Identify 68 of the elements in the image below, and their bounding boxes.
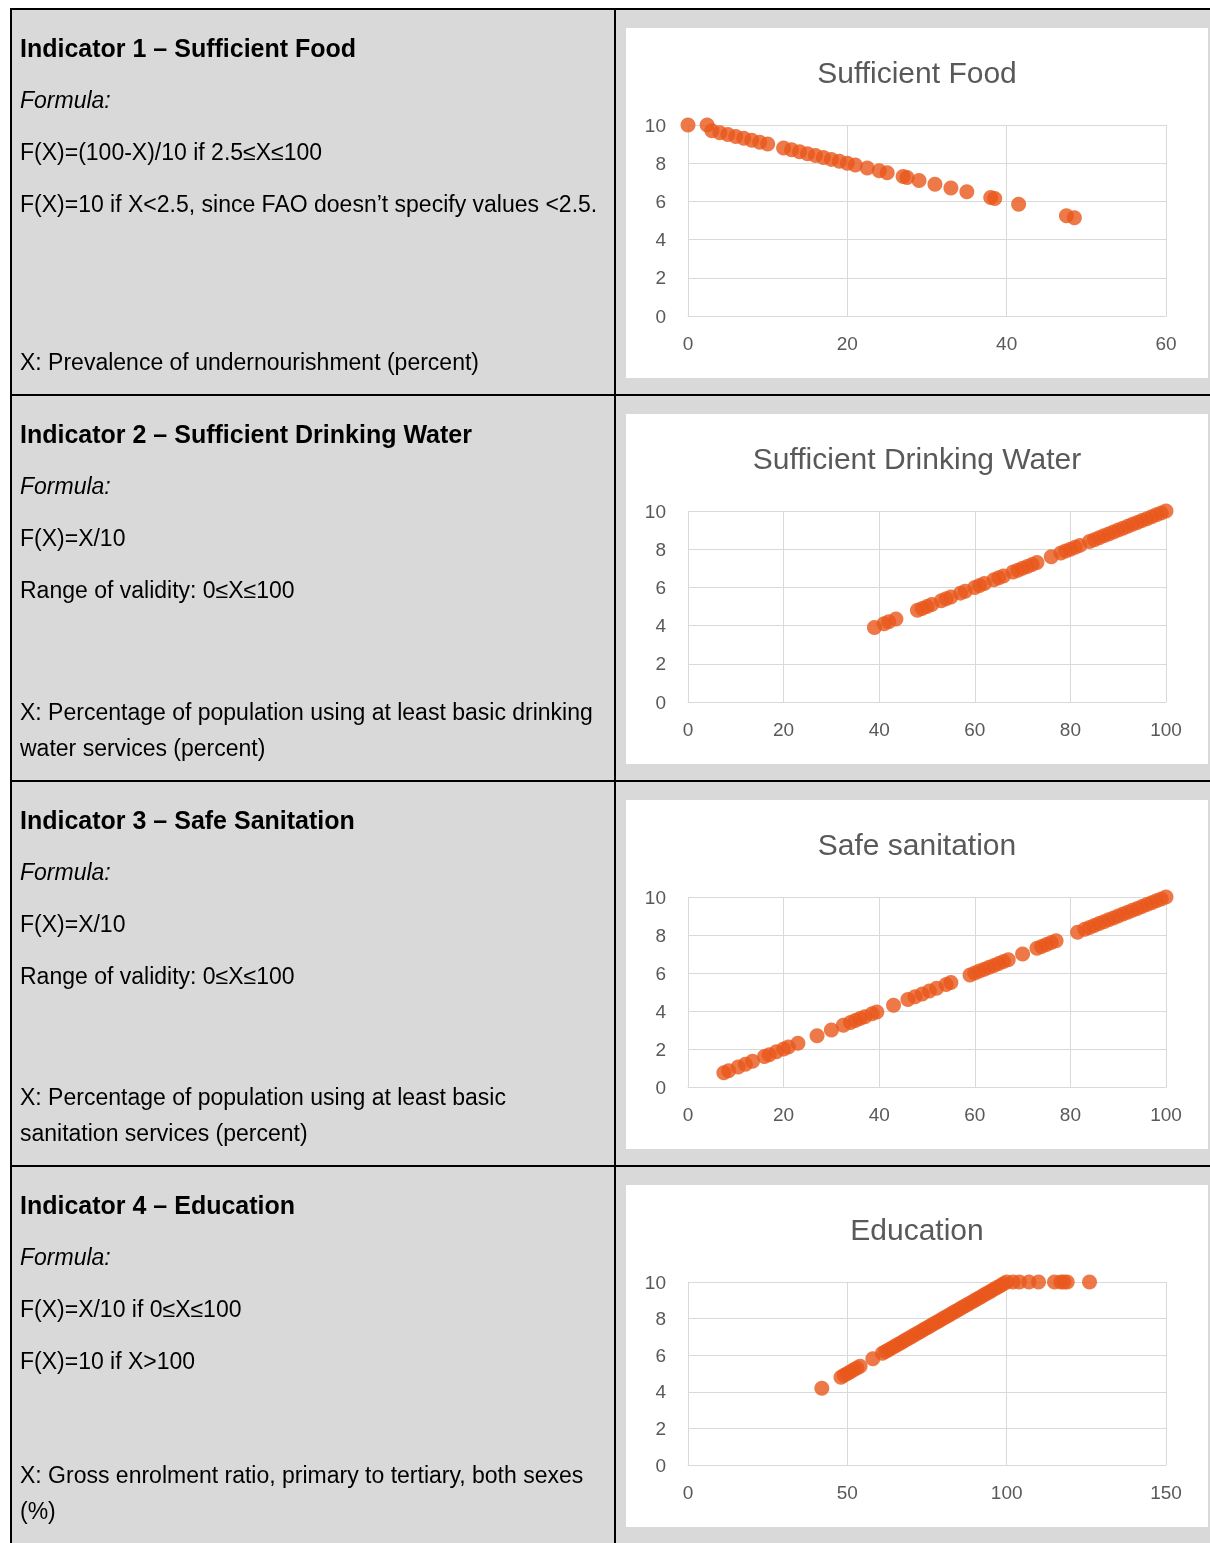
y-tick-label: 8	[655, 152, 666, 174]
x-tick-label: 40	[996, 333, 1018, 354]
text: X: Prevalence of undernourishment (percent)	[20, 348, 480, 377]
y-tick-label: 10	[644, 886, 666, 908]
x-tick-label: 60	[1155, 333, 1177, 354]
text: Formula:	[20, 86, 112, 115]
y-tick-label: 0	[655, 305, 666, 327]
text: X: Gross enrolment ratio, primary to tertiary, both sexes (%)	[20, 1461, 585, 1526]
text: F(X)=X/10	[20, 910, 127, 939]
chart-title: Safe sanitation	[817, 827, 1017, 861]
text: Range of validity: 0≤X≤100	[20, 962, 296, 991]
y-tick-label: 8	[655, 924, 666, 946]
y-tick-label: 4	[655, 1000, 667, 1022]
x-tick-label: 50	[836, 1482, 858, 1503]
y-tick-label: 8	[655, 1308, 666, 1330]
text: Indicator 1 – Sufficient Food	[20, 33, 358, 64]
x-tick-label: 60	[964, 1104, 986, 1125]
x-tick-label: 40	[868, 1104, 890, 1125]
x-tick-label: 0	[682, 1482, 694, 1503]
y-tick-label: 0	[655, 691, 666, 713]
x-tick-label: 20	[773, 1104, 795, 1125]
y-tick-label: 10	[644, 1271, 666, 1293]
chart-title: Education	[850, 1212, 984, 1246]
y-tick-label: 10	[644, 500, 666, 522]
text: Indicator 3 – Safe Sanitation	[20, 805, 356, 836]
x-tick-label: 80	[1059, 1104, 1081, 1125]
x-tick-label: 20	[773, 719, 795, 740]
text: X: Percentage of population using at least basic sanitation services (percent)	[20, 1083, 507, 1148]
y-tick-label: 4	[655, 229, 667, 251]
text: Indicator 4 – Education	[20, 1190, 297, 1221]
y-tick-label: 4	[655, 1381, 667, 1403]
y-tick-label: 10	[644, 114, 666, 136]
y-tick-label: 0	[655, 1076, 666, 1098]
x-tick-label: 100	[1150, 719, 1182, 740]
text: F(X)=X/10	[20, 524, 127, 553]
x-tick-label: 80	[1059, 719, 1081, 740]
y-tick-label: 2	[655, 1038, 666, 1060]
y-tick-label: 6	[655, 1344, 666, 1366]
chart-title: Sufficient Drinking Water	[752, 441, 1082, 475]
y-tick-label: 2	[655, 1417, 666, 1439]
text: X: Percentage of population using at least basic drinking water services (percent)	[20, 698, 594, 763]
x-tick-label: 0	[682, 1104, 694, 1125]
y-tick-label: 6	[655, 576, 666, 598]
text: F(X)=10 if X>100	[20, 1347, 197, 1376]
text: F(X)=10 if X<2.5, since FAO doesn’t specify values <2.5.	[20, 190, 599, 219]
y-tick-label: 0	[655, 1454, 666, 1476]
x-tick-label: 150	[1150, 1482, 1182, 1503]
text: Formula:	[20, 1243, 112, 1272]
y-tick-label: 2	[655, 653, 666, 675]
x-tick-label: 0	[682, 333, 694, 354]
text: Range of validity: 0≤X≤100	[20, 576, 296, 605]
y-tick-label: 2	[655, 267, 666, 289]
chart-title: Sufficient Food	[817, 55, 1017, 89]
text: Indicator 2 – Sufficient Drinking Water	[20, 419, 473, 450]
x-tick-label: 100	[990, 1482, 1023, 1503]
x-tick-label: 20	[836, 333, 858, 354]
x-tick-label: 0	[682, 719, 694, 740]
y-tick-label: 8	[655, 538, 666, 560]
text: Formula:	[20, 472, 112, 501]
y-tick-label: 6	[655, 190, 666, 212]
text: F(X)=X/10 if 0≤X≤100	[20, 1295, 243, 1324]
text: Formula:	[20, 858, 112, 887]
text: F(X)=(100-X)/10 if 2.5≤X≤100	[20, 138, 324, 167]
x-tick-label: 60	[964, 719, 986, 740]
y-tick-label: 4	[655, 615, 667, 637]
y-tick-label: 6	[655, 962, 666, 984]
x-tick-label: 100	[1150, 1104, 1182, 1125]
x-tick-label: 40	[868, 719, 890, 740]
